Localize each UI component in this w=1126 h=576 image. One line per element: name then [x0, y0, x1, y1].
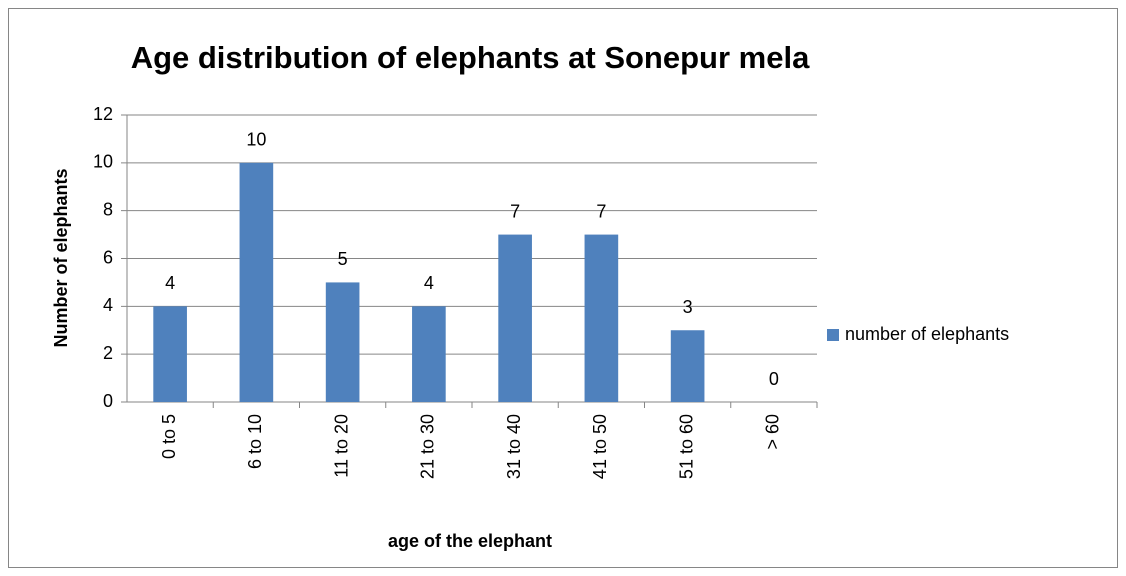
- y-tick-label: 12: [93, 104, 113, 124]
- data-label: 0: [769, 369, 779, 389]
- data-label: 5: [338, 249, 348, 269]
- bar: [325, 282, 360, 402]
- y-tick-label: 8: [103, 199, 113, 219]
- y-tick-label: 6: [103, 247, 113, 267]
- y-tick-label: 0: [103, 391, 113, 411]
- bar: [153, 306, 187, 402]
- x-tick-label: 41 to 50: [590, 414, 610, 479]
- x-tick-label: 0 to 5: [159, 414, 179, 459]
- data-label: 7: [596, 201, 606, 221]
- x-tick-label: 21 to 30: [418, 414, 438, 479]
- x-tick-label: 11 to 20: [331, 414, 351, 478]
- x-axis-label: age of the elephant: [388, 531, 552, 551]
- bar: [584, 234, 619, 402]
- chart-border: [8, 8, 1118, 568]
- data-label: 4: [165, 273, 175, 293]
- x-tick-label: 51 to 60: [676, 414, 696, 479]
- bar: [239, 162, 274, 402]
- y-tick-label: 10: [93, 152, 113, 172]
- bar: [498, 234, 532, 402]
- data-label: 3: [683, 297, 693, 317]
- bar: [412, 306, 446, 402]
- chart-title: Age distribution of elephants at Sonepur…: [131, 40, 810, 75]
- bar: [670, 330, 705, 402]
- x-tick-label: 31 to 40: [504, 414, 524, 479]
- y-tick-label: 2: [103, 343, 113, 363]
- data-label: 4: [424, 273, 434, 293]
- x-tick-label: 6 to 10: [245, 414, 265, 469]
- y-axis-label: Number of elephants: [51, 168, 71, 347]
- y-tick-label: 4: [103, 295, 113, 315]
- legend-label: number of elephants: [845, 324, 1009, 344]
- x-tick-label: > 60: [763, 414, 783, 450]
- data-label: 7: [510, 201, 520, 221]
- legend-swatch: [827, 329, 839, 341]
- data-label: 10: [246, 130, 266, 150]
